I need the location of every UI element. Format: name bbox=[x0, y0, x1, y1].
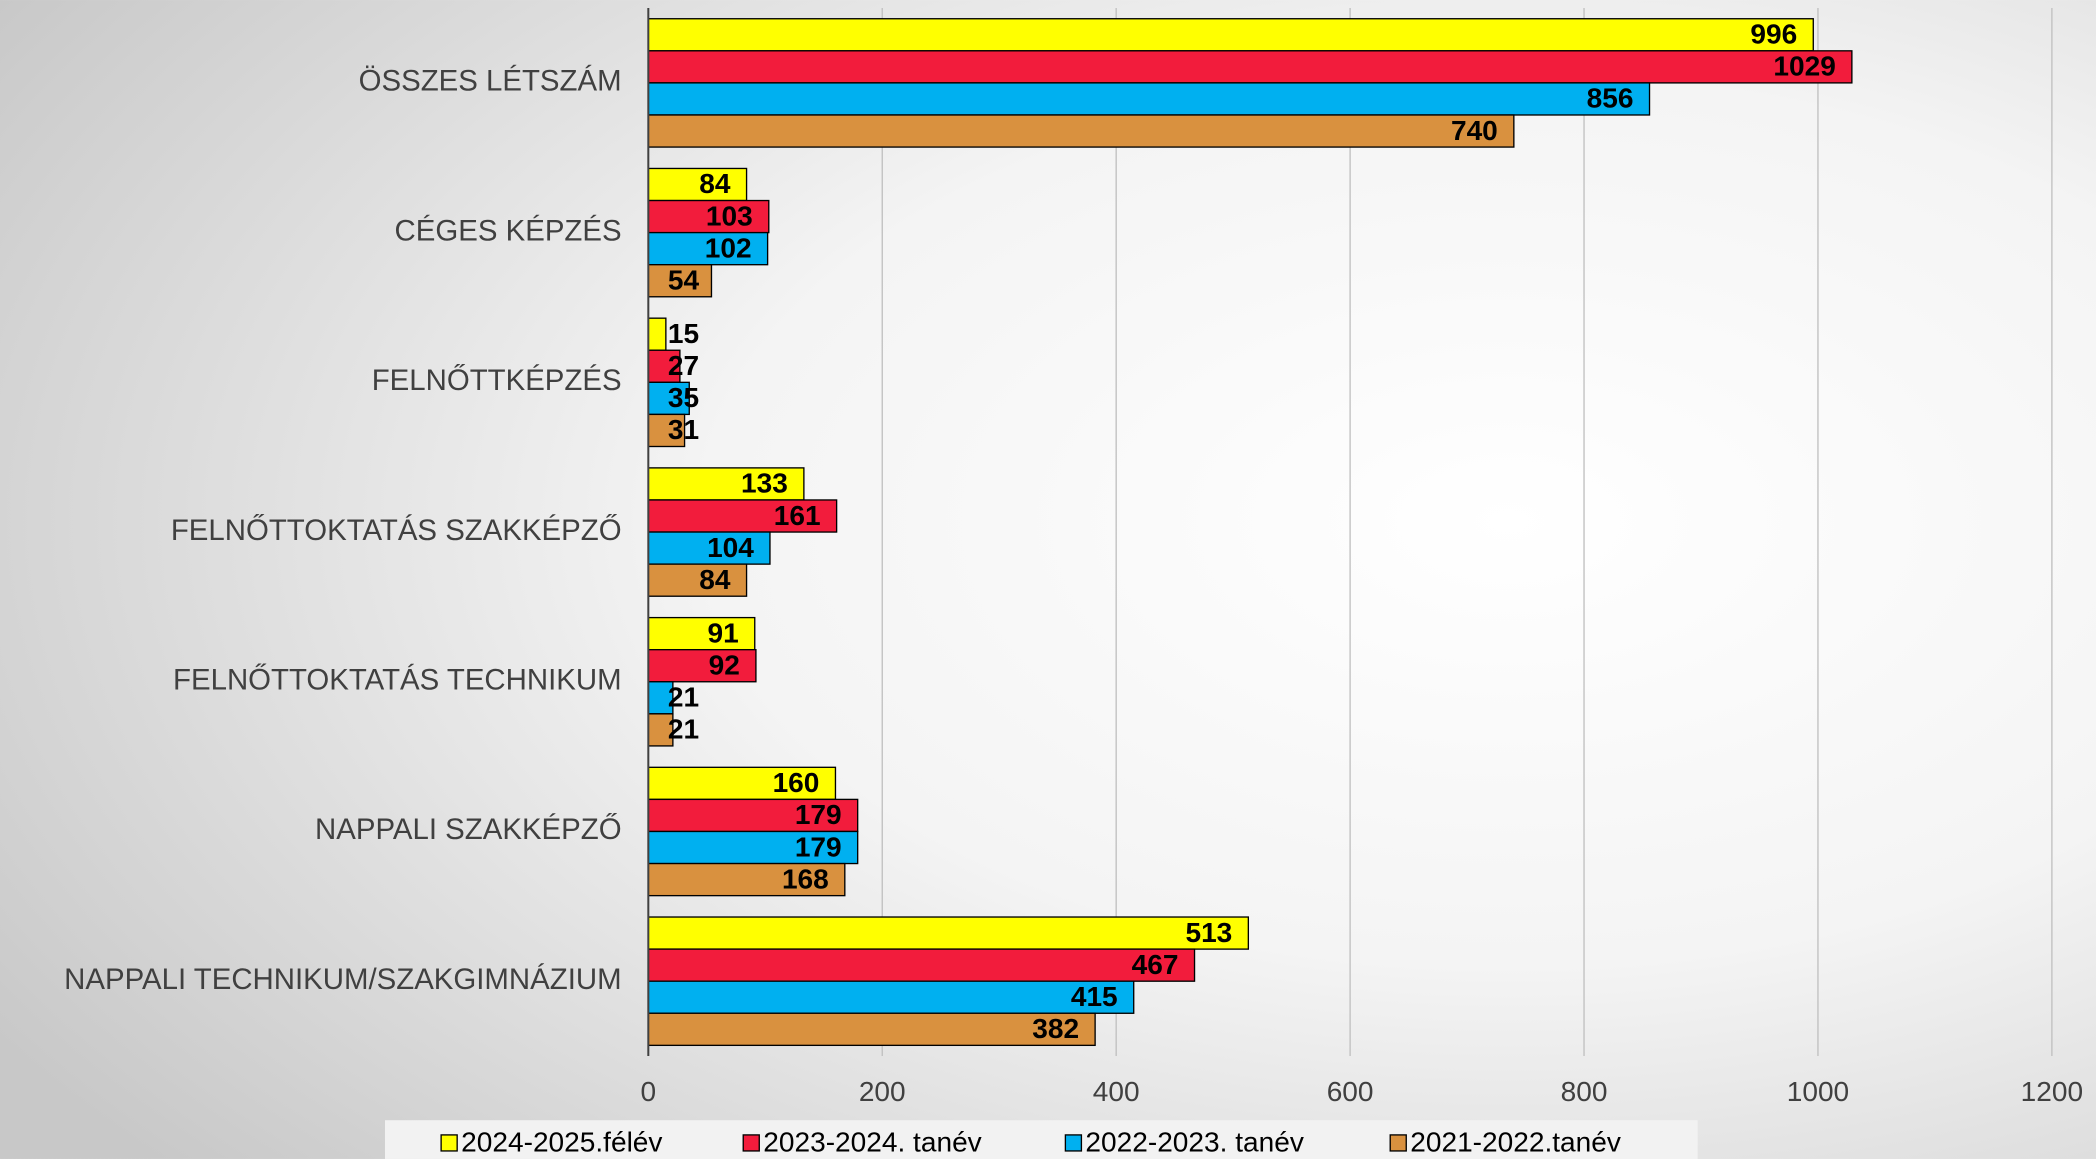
bar bbox=[647, 82, 1651, 116]
legend-label: 2022-2023. tanév bbox=[1085, 1127, 1303, 1158]
bar bbox=[647, 50, 1853, 84]
x-tick-label: 0 bbox=[641, 1076, 657, 1107]
legend-box bbox=[384, 1120, 1698, 1159]
x-tick-label: 1000 bbox=[1787, 1076, 1849, 1107]
legend-swatch bbox=[742, 1134, 760, 1152]
bar bbox=[647, 467, 805, 501]
value-label: 103 bbox=[706, 200, 753, 231]
value-label: 21 bbox=[668, 682, 699, 713]
bar bbox=[647, 649, 757, 683]
value-label: 856 bbox=[1587, 83, 1634, 114]
value-label: 168 bbox=[782, 863, 829, 894]
value-label: 27 bbox=[668, 350, 699, 381]
value-label: 54 bbox=[668, 264, 700, 295]
bar bbox=[647, 948, 1196, 982]
x-tick-label: 200 bbox=[859, 1076, 906, 1107]
bar bbox=[647, 980, 1135, 1014]
category-label: NAPPALI TECHNIKUM/SZAKGIMNÁZIUM bbox=[64, 963, 621, 996]
value-label: 179 bbox=[795, 799, 842, 830]
bar bbox=[647, 18, 1814, 52]
x-tick-label: 800 bbox=[1561, 1076, 1608, 1107]
x-tick-label: 1200 bbox=[2021, 1076, 2083, 1107]
bar bbox=[647, 114, 1515, 148]
bar bbox=[647, 317, 667, 351]
legend-label: 2021-2022.tanév bbox=[1410, 1127, 1621, 1158]
value-label: 84 bbox=[699, 564, 731, 595]
category-label: CÉGES KÉPZÉS bbox=[395, 214, 622, 247]
bar bbox=[647, 916, 1250, 950]
value-label: 1029 bbox=[1773, 51, 1835, 82]
value-label: 92 bbox=[709, 649, 740, 680]
value-label: 133 bbox=[741, 468, 788, 499]
bar bbox=[647, 531, 771, 565]
value-label: 102 bbox=[705, 232, 752, 263]
legend-label: 2024-2025.félév bbox=[461, 1127, 662, 1158]
bar bbox=[647, 167, 748, 202]
bar bbox=[647, 616, 756, 651]
bar bbox=[647, 199, 770, 234]
category-label: ÖSSZES LÉTSZÁM bbox=[359, 65, 622, 98]
value-label: 21 bbox=[668, 714, 699, 745]
x-tick-label: 400 bbox=[1093, 1076, 1140, 1107]
legend-swatch bbox=[440, 1134, 458, 1152]
value-label: 467 bbox=[1132, 949, 1179, 980]
value-label: 740 bbox=[1451, 115, 1498, 146]
value-label: 15 bbox=[668, 318, 699, 349]
value-label: 31 bbox=[668, 414, 699, 445]
bar bbox=[647, 1012, 1096, 1047]
category-label: FELNŐTTOKTATÁS SZAKKÉPZŐ bbox=[171, 514, 622, 547]
value-label: 84 bbox=[699, 168, 731, 199]
x-tick-label: 600 bbox=[1327, 1076, 1374, 1107]
value-label: 179 bbox=[795, 831, 842, 862]
value-label: 513 bbox=[1185, 917, 1232, 948]
bar bbox=[647, 862, 846, 897]
legend-swatch bbox=[1389, 1134, 1407, 1152]
legend-label: 2023-2024. tanév bbox=[763, 1127, 981, 1158]
value-label: 160 bbox=[773, 767, 820, 798]
legend-swatch bbox=[1064, 1134, 1083, 1152]
category-label: NAPPALI SZAKKÉPZŐ bbox=[315, 813, 622, 846]
category-label: FELNŐTTOKTATÁS TECHNIKUM bbox=[173, 664, 622, 697]
value-label: 382 bbox=[1032, 1013, 1079, 1044]
value-label: 104 bbox=[707, 532, 754, 563]
value-label: 161 bbox=[774, 500, 821, 531]
value-label: 415 bbox=[1071, 981, 1118, 1012]
value-label: 35 bbox=[668, 382, 699, 413]
category-label: FELNŐTTKÉPZÉS bbox=[372, 364, 622, 397]
bar bbox=[647, 499, 838, 533]
value-label: 996 bbox=[1750, 19, 1797, 50]
value-label: 91 bbox=[707, 617, 738, 648]
bar bbox=[647, 563, 748, 597]
